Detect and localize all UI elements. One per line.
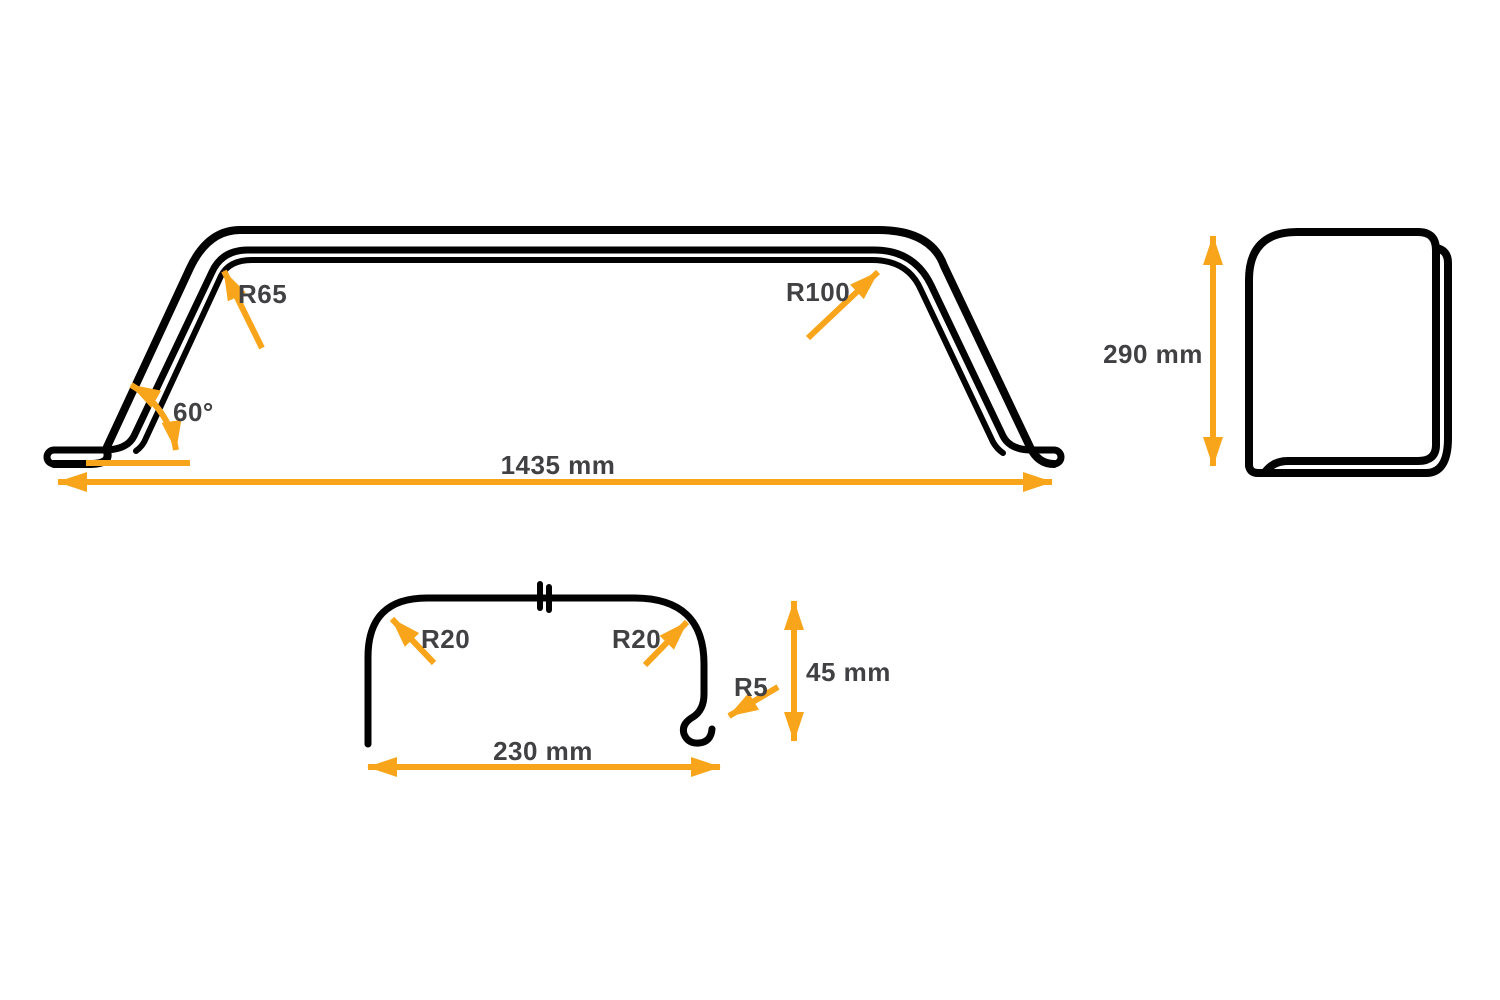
section-width-dimension-label: 230 mm [493,736,593,766]
front-view-far-contour [1245,244,1452,477]
r5-arrow [727,684,780,719]
length-dimension-label: 1435 mm [501,450,616,480]
r100-label: R100 [786,277,850,307]
cross-section-profile [364,594,716,748]
side-profile-right-tip-cap [1050,446,1065,468]
r20-left-arrow [389,616,437,666]
front-view-near-contour [1245,228,1440,475]
r20-right-label: R20 [612,624,661,654]
side-profile-view: 60° R65 R100 1435 mm [43,226,1065,492]
angle-label: 60° [173,397,214,427]
section-height-dimension-label: 45 mm [806,657,891,687]
r65-label: R65 [238,279,287,309]
cross-section-view: R20 R20 R5 45 mm 230 mm [364,581,891,777]
angle-arc-arrow [129,382,182,451]
front-view: 290 mm [1103,228,1452,477]
r65-arrow [221,269,265,350]
height-dimension-label: 290 mm [1103,339,1203,369]
r5-label: R5 [734,672,768,702]
side-profile-middle-contour [50,246,1058,454]
r20-right-arrow [642,619,690,668]
r20-left-label: R20 [421,624,470,654]
r100-arrow [805,269,881,341]
side-profile-left-tip-cap [43,446,58,468]
